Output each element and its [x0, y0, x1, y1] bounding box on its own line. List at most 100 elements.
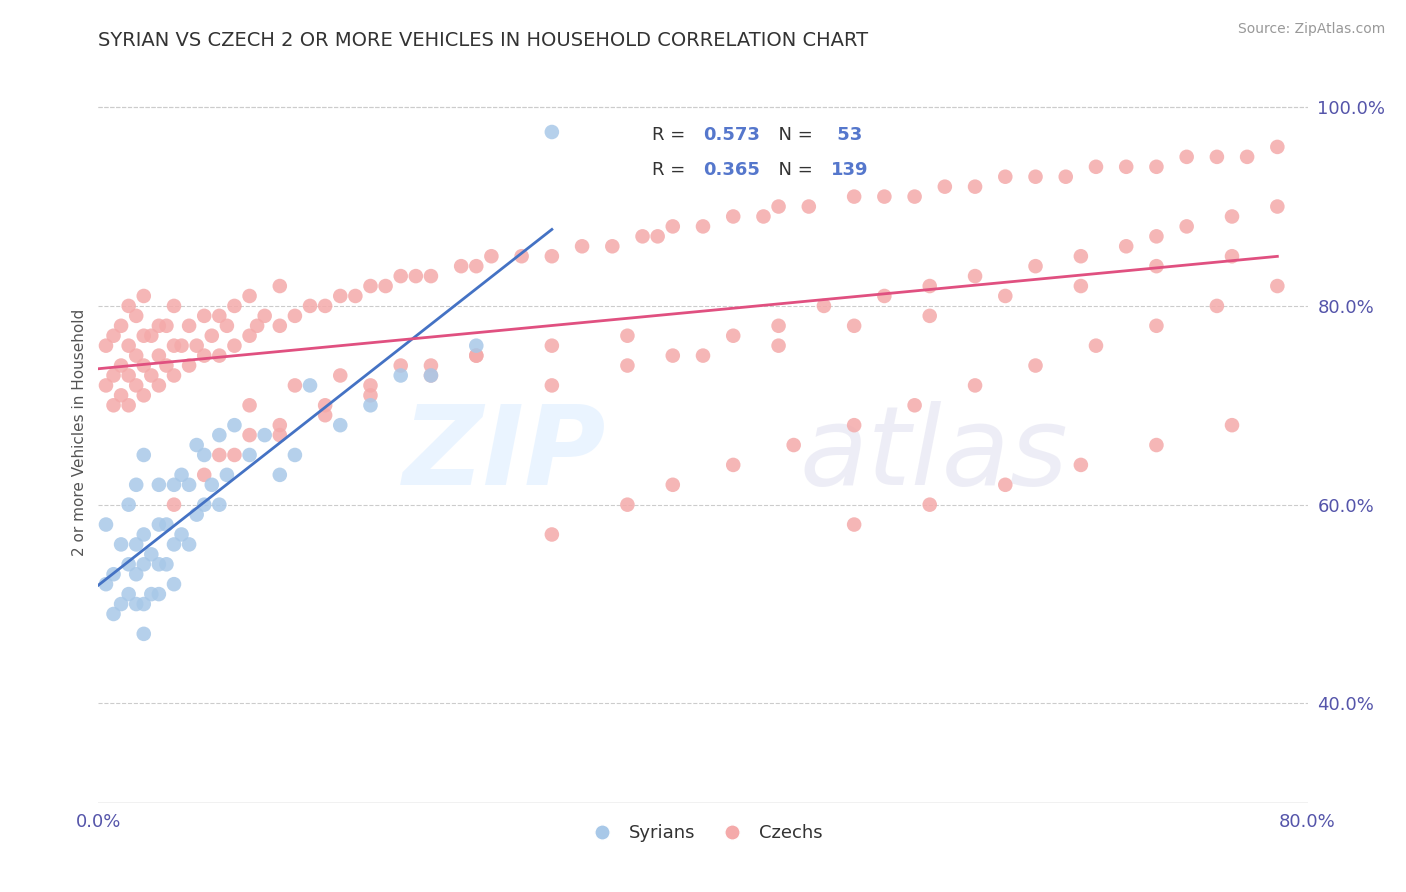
Point [360, 279, 382, 293]
Point [389, 368, 412, 383]
Point [420, 368, 443, 383]
Point [450, 259, 472, 273]
Point [125, 477, 148, 491]
Point [965, 269, 987, 284]
Point [110, 318, 132, 333]
Point [540, 378, 562, 392]
Point [994, 289, 1017, 303]
Point [602, 239, 624, 253]
Point [148, 477, 170, 491]
Point [253, 428, 276, 442]
Point [110, 537, 132, 551]
Point [1144, 318, 1167, 333]
Point [118, 587, 141, 601]
Point [994, 169, 1017, 184]
Point [118, 398, 141, 412]
Point [163, 339, 186, 353]
Point [1175, 219, 1198, 234]
Point [813, 299, 835, 313]
Point [284, 309, 307, 323]
Point [844, 318, 866, 333]
Point [246, 318, 269, 333]
Point [132, 448, 155, 462]
Point [118, 368, 141, 383]
Y-axis label: 2 or more Vehicles in Household: 2 or more Vehicles in Household [72, 309, 87, 557]
Point [239, 448, 262, 462]
Point [215, 318, 238, 333]
Point [141, 368, 163, 383]
Text: R =: R = [652, 126, 692, 144]
Point [170, 339, 193, 353]
Point [118, 498, 141, 512]
Point [193, 467, 215, 482]
Point [465, 339, 488, 353]
Point [132, 328, 155, 343]
Point [994, 477, 1017, 491]
Point [110, 597, 132, 611]
Point [132, 388, 155, 402]
Point [110, 359, 132, 373]
Point [873, 289, 896, 303]
Point [215, 467, 238, 482]
Point [1267, 200, 1289, 214]
Point [141, 547, 163, 561]
Point [934, 179, 956, 194]
Point [170, 527, 193, 541]
Point [148, 517, 170, 532]
Point [132, 527, 155, 541]
Point [360, 388, 382, 402]
Point [132, 597, 155, 611]
Point [904, 398, 927, 412]
Point [186, 508, 208, 522]
Point [299, 378, 322, 392]
Point [163, 498, 186, 512]
Point [329, 418, 352, 433]
Point [208, 349, 231, 363]
Point [1024, 359, 1046, 373]
Text: 139: 139 [831, 161, 869, 178]
Point [208, 428, 231, 442]
Text: 0.365: 0.365 [703, 161, 759, 178]
Point [125, 537, 148, 551]
Point [239, 428, 262, 442]
Text: Source: ZipAtlas.com: Source: ZipAtlas.com [1237, 22, 1385, 37]
Point [844, 189, 866, 203]
Point [269, 467, 291, 482]
Text: SYRIAN VS CZECH 2 OR MORE VEHICLES IN HOUSEHOLD CORRELATION CHART: SYRIAN VS CZECH 2 OR MORE VEHICLES IN HO… [98, 30, 869, 50]
Point [193, 498, 215, 512]
Point [1220, 418, 1243, 433]
Point [844, 517, 866, 532]
Point [1024, 259, 1046, 273]
Point [179, 537, 201, 551]
Point [314, 299, 336, 313]
Point [329, 289, 352, 303]
Point [208, 448, 231, 462]
Point [1175, 150, 1198, 164]
Point [465, 259, 488, 273]
Point [420, 368, 443, 383]
Point [631, 229, 654, 244]
Point [239, 398, 262, 412]
Point [141, 587, 163, 601]
Point [103, 607, 125, 621]
Point [918, 279, 941, 293]
Point [148, 349, 170, 363]
Point [201, 328, 224, 343]
Point [284, 448, 307, 462]
Point [540, 249, 562, 263]
Point [132, 289, 155, 303]
Point [965, 378, 987, 392]
Point [571, 239, 593, 253]
Point [723, 210, 745, 224]
Point [179, 318, 201, 333]
Point [510, 249, 533, 263]
Point [420, 269, 443, 284]
Point [904, 189, 927, 203]
Point [1220, 249, 1243, 263]
Point [125, 567, 148, 582]
Point [661, 219, 683, 234]
Point [1115, 160, 1137, 174]
Point [148, 558, 170, 572]
Point [141, 328, 163, 343]
Point [155, 318, 177, 333]
